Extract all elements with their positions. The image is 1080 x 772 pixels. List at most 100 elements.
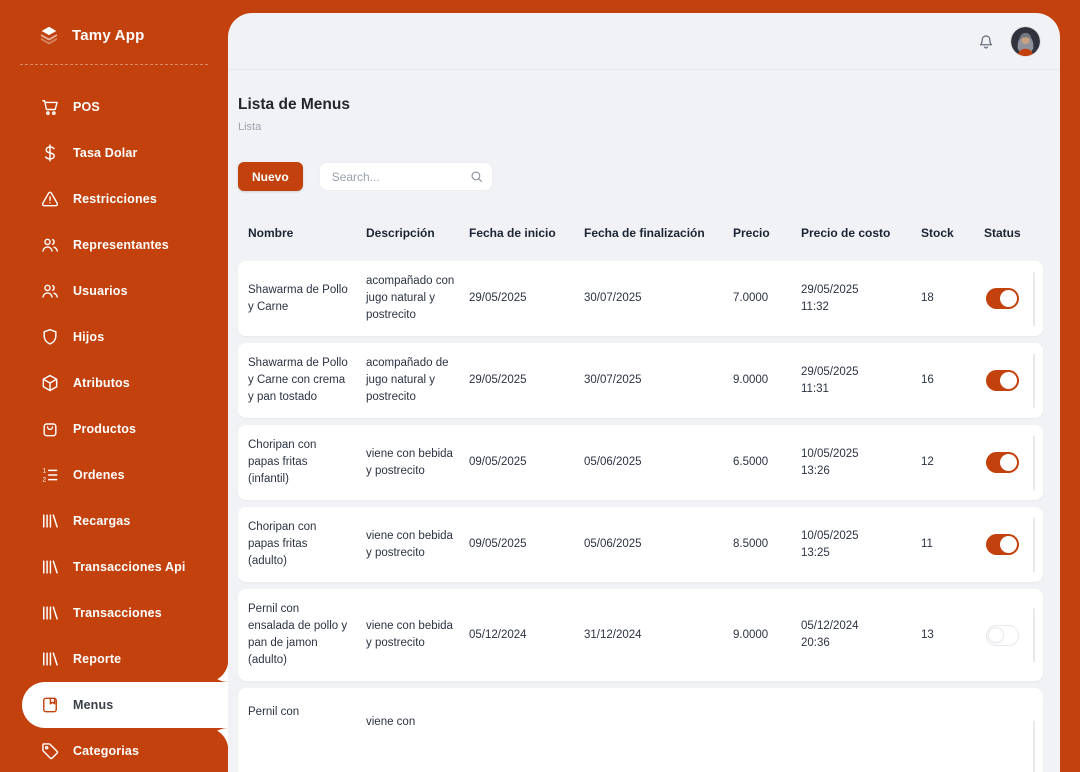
toggle-knob <box>1000 536 1017 553</box>
dollar-icon <box>40 143 60 163</box>
toolbar: Nuevo <box>238 162 1043 191</box>
sidebar-item-label: POS <box>73 100 100 114</box>
cell-descripcion: viene con bebida y postrecito <box>366 529 453 559</box>
status-toggle[interactable] <box>986 534 1019 555</box>
cell-status <box>984 288 1043 309</box>
column-header: Precio de costo <box>801 226 891 240</box>
toggle-knob <box>988 626 1004 643</box>
row-end-divider <box>1033 271 1035 326</box>
cell-precio: 7.0000 <box>733 292 769 304</box>
shield-icon <box>40 327 60 347</box>
cell-nombre: Shawarma de Pollo y Carne con crema y pa… <box>248 357 348 403</box>
bag-icon <box>40 419 60 439</box>
status-toggle[interactable] <box>986 288 1019 309</box>
sidebar-item-label: Categorias <box>73 744 140 758</box>
column-header: Precio <box>733 226 770 240</box>
sidebar-item-label: Menus <box>73 698 114 712</box>
book-icon <box>40 695 60 715</box>
cell-status <box>984 624 1043 646</box>
sidebar-nav: POS Tasa Dolar Restricciones Representan… <box>0 84 228 772</box>
bars-icon <box>40 511 60 531</box>
cell-descripcion: acompañado de jugo natural y postrecito <box>366 357 449 403</box>
toggle-knob <box>1000 454 1017 471</box>
user-avatar[interactable] <box>1011 26 1040 56</box>
warning-icon <box>40 189 60 209</box>
sidebar-item-restricciones[interactable]: Restricciones <box>22 176 228 222</box>
sidebar-item-label: Reporte <box>73 652 122 666</box>
cell-fecha-inicio: 05/12/2024 <box>469 628 527 641</box>
sidebar-item-reporte[interactable]: Reporte <box>22 636 228 682</box>
cell-nombre: Pernil con ensalada de pollo y pan de ja… <box>248 603 348 666</box>
cell-precio-de-costo: 29/05/2025 11:31 <box>801 365 859 395</box>
bars-icon <box>40 649 60 669</box>
bars-icon <box>40 557 60 577</box>
table-row: Choripan con papas fritas (adulto) viene… <box>238 507 1043 582</box>
table-row: Pernil con ensalada de pollo y pan de ja… <box>238 589 1043 681</box>
table-row: Choripan con papas fritas (infantil) vie… <box>238 425 1043 500</box>
page-body: Lista de Menus Lista Nuevo Nombre Descrip… <box>228 70 1060 772</box>
cell-precio-de-costo: 29/05/2025 11:32 <box>801 283 859 313</box>
sidebar-item-label: Restricciones <box>73 192 157 206</box>
sidebar-item-menus[interactable]: Menus <box>22 660 228 750</box>
sidebar-item-categorias[interactable]: Categorias <box>22 728 228 772</box>
sidebar-item-label: Transacciones Api <box>73 560 186 574</box>
toggle-knob <box>1000 372 1017 389</box>
app-logo: Tamy App <box>0 0 228 64</box>
sidebar-item-label: Transacciones <box>73 606 162 620</box>
status-toggle[interactable] <box>986 624 1019 646</box>
cell-precio-de-costo: 10/05/2025 13:26 <box>801 447 859 477</box>
sidebar-item-recargas[interactable]: Recargas <box>22 498 228 544</box>
cell-fecha-finalizacion: 30/07/2025 <box>584 374 642 386</box>
bars-icon <box>40 603 60 623</box>
sidebar-item-hijos[interactable]: Hijos <box>22 314 228 360</box>
cell-status <box>984 534 1043 555</box>
cell-fecha-inicio: 09/05/2025 <box>469 456 527 468</box>
cell-descripcion: acompañado con jugo natural y postrecito <box>366 275 455 321</box>
cell-stock: 16 <box>921 374 934 386</box>
sidebar-item-tasa-dolar[interactable]: Tasa Dolar <box>22 130 228 176</box>
cell-precio-de-costo: 05/12/2024 20:36 <box>801 620 859 649</box>
cell-stock: 18 <box>921 292 934 304</box>
bell-icon[interactable] <box>976 31 996 51</box>
cube-icon <box>40 373 60 393</box>
layers-icon <box>38 24 60 46</box>
cell-descripcion: viene con bebida y postrecito <box>366 620 453 649</box>
search-input[interactable] <box>318 162 493 191</box>
sidebar-item-representantes[interactable]: Representantes <box>22 222 228 268</box>
sidebar: Tamy App POS Tasa Dolar Restricciones Re… <box>0 0 228 772</box>
toggle-knob <box>1000 290 1017 307</box>
row-end-divider <box>1033 353 1035 408</box>
column-header: Descripción <box>366 226 435 240</box>
svg-text:2: 2 <box>43 477 47 484</box>
sidebar-item-usuarios[interactable]: Usuarios <box>22 268 228 314</box>
cell-status <box>984 370 1043 391</box>
cell-fecha-finalizacion: 30/07/2025 <box>584 292 642 304</box>
table-row: Shawarma de Pollo y Carne acompañado con… <box>238 261 1043 336</box>
sidebar-item-atributos[interactable]: Atributos <box>22 360 228 406</box>
sidebar-item-label: Hijos <box>73 330 105 344</box>
search-box <box>318 162 493 191</box>
cell-precio: 8.5000 <box>733 538 769 550</box>
new-button[interactable]: Nuevo <box>238 162 303 191</box>
sidebar-item-transacciones[interactable]: Transacciones <box>22 590 228 636</box>
column-header: Fecha de inicio <box>469 226 556 240</box>
sidebar-item-label: Productos <box>73 422 137 436</box>
sidebar-item-productos[interactable]: Productos <box>22 406 228 452</box>
cell-nombre: Choripan con papas fritas (adulto) <box>248 521 317 567</box>
column-header: Nombre <box>248 226 294 240</box>
cell-nombre: Pernil con <box>248 706 300 718</box>
page-title: Lista de Menus <box>238 96 350 113</box>
sidebar-item-label: Tasa Dolar <box>73 146 138 160</box>
sidebar-item-pos[interactable]: POS <box>22 84 228 130</box>
status-toggle[interactable] <box>986 370 1019 391</box>
cell-status <box>984 452 1043 473</box>
cell-precio: 9.0000 <box>733 374 769 386</box>
status-toggle[interactable] <box>986 452 1019 473</box>
cell-stock: 11 <box>921 538 933 550</box>
cell-stock: 12 <box>921 456 934 468</box>
table-row: Shawarma de Pollo y Carne con crema y pa… <box>238 343 1043 418</box>
sidebar-item-transacciones-api[interactable]: Transacciones Api <box>22 544 228 590</box>
cell-precio-de-costo: 10/05/2025 13:25 <box>801 529 859 559</box>
sidebar-item-label: Recargas <box>73 514 131 528</box>
